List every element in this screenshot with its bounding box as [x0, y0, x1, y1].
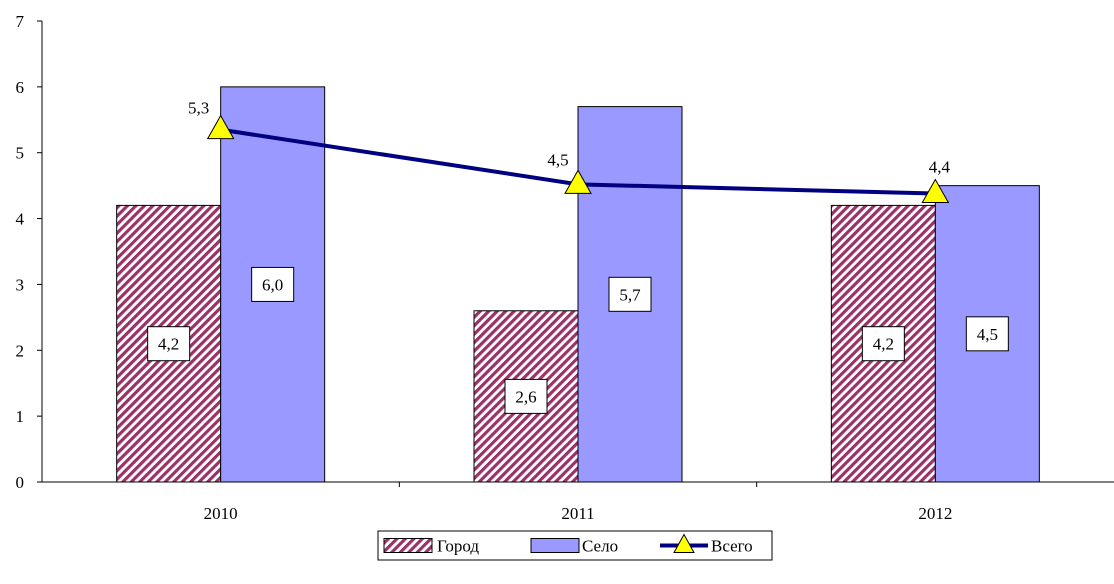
- y-tick-label: 5: [16, 144, 25, 163]
- legend-item-vsego-label: Всего: [711, 537, 753, 556]
- data-label-selo: 6,0: [251, 266, 295, 302]
- legend-item-vsego-marker: [673, 533, 695, 553]
- data-label-gorod: 2,6: [504, 378, 548, 414]
- data-label-vsego: 5,3: [188, 99, 209, 118]
- data-label-selo-text: 4,5: [977, 325, 998, 344]
- data-label-selo-box: [965, 316, 1009, 352]
- legend-item-gorod-swatch: [383, 538, 433, 553]
- legend-item-selo-swatch: [530, 538, 580, 553]
- legend-item-gorod-label: Город: [437, 537, 479, 556]
- data-label-vsego: 4,4: [929, 158, 951, 177]
- data-label-gorod: 4,2: [147, 326, 191, 362]
- chart-line-series: [206, 114, 950, 204]
- data-label-selo-box: [251, 266, 295, 302]
- chart-data-labels: 5,3 4,5 4,4 4,2 2,6 4,2 6,0 5,7 4,5: [147, 99, 1009, 414]
- y-tick-label: 2: [16, 341, 25, 360]
- data-label-selo-text: 5,7: [619, 285, 641, 304]
- y-tick-label: 7: [16, 12, 25, 31]
- chart-legend: Город Село Всего: [377, 530, 773, 561]
- legend-item-selo-label: Село: [582, 537, 618, 556]
- y-tick-label: 4: [16, 210, 25, 229]
- line-point-vsego: [206, 114, 235, 140]
- legend-item-gorod: Город: [383, 537, 479, 556]
- data-label-gorod-box: [147, 326, 191, 362]
- data-label-selo: 5,7: [608, 276, 652, 312]
- x-tick-label: 2012: [918, 504, 952, 523]
- x-tick-label: 2011: [561, 504, 594, 523]
- data-label-gorod-text: 2,6: [515, 387, 536, 406]
- data-label-vsego: 4,5: [547, 150, 568, 169]
- x-tick-label: 2010: [204, 504, 238, 523]
- data-label-selo-box: [608, 276, 652, 312]
- line-point-vsego: [564, 169, 592, 194]
- y-tick-label: 1: [16, 407, 25, 426]
- chart-bars: [116, 86, 1040, 483]
- y-tick-label: 3: [16, 275, 25, 294]
- data-label-gorod-text: 4,2: [158, 335, 179, 354]
- legend-item-selo: Село: [530, 537, 618, 556]
- y-tick-label: 6: [16, 78, 25, 97]
- data-label-selo: 4,5: [965, 316, 1009, 352]
- data-label-gorod-box: [861, 326, 905, 362]
- line-point-vsego: [921, 178, 950, 204]
- data-label-gorod-text: 4,2: [873, 335, 894, 354]
- data-label-selo-text: 6,0: [262, 275, 283, 294]
- y-tick-label: 0: [16, 473, 25, 492]
- data-label-gorod: 4,2: [861, 326, 905, 362]
- legend-item-vsego: Всего: [660, 533, 753, 556]
- data-label-gorod-box: [504, 378, 548, 414]
